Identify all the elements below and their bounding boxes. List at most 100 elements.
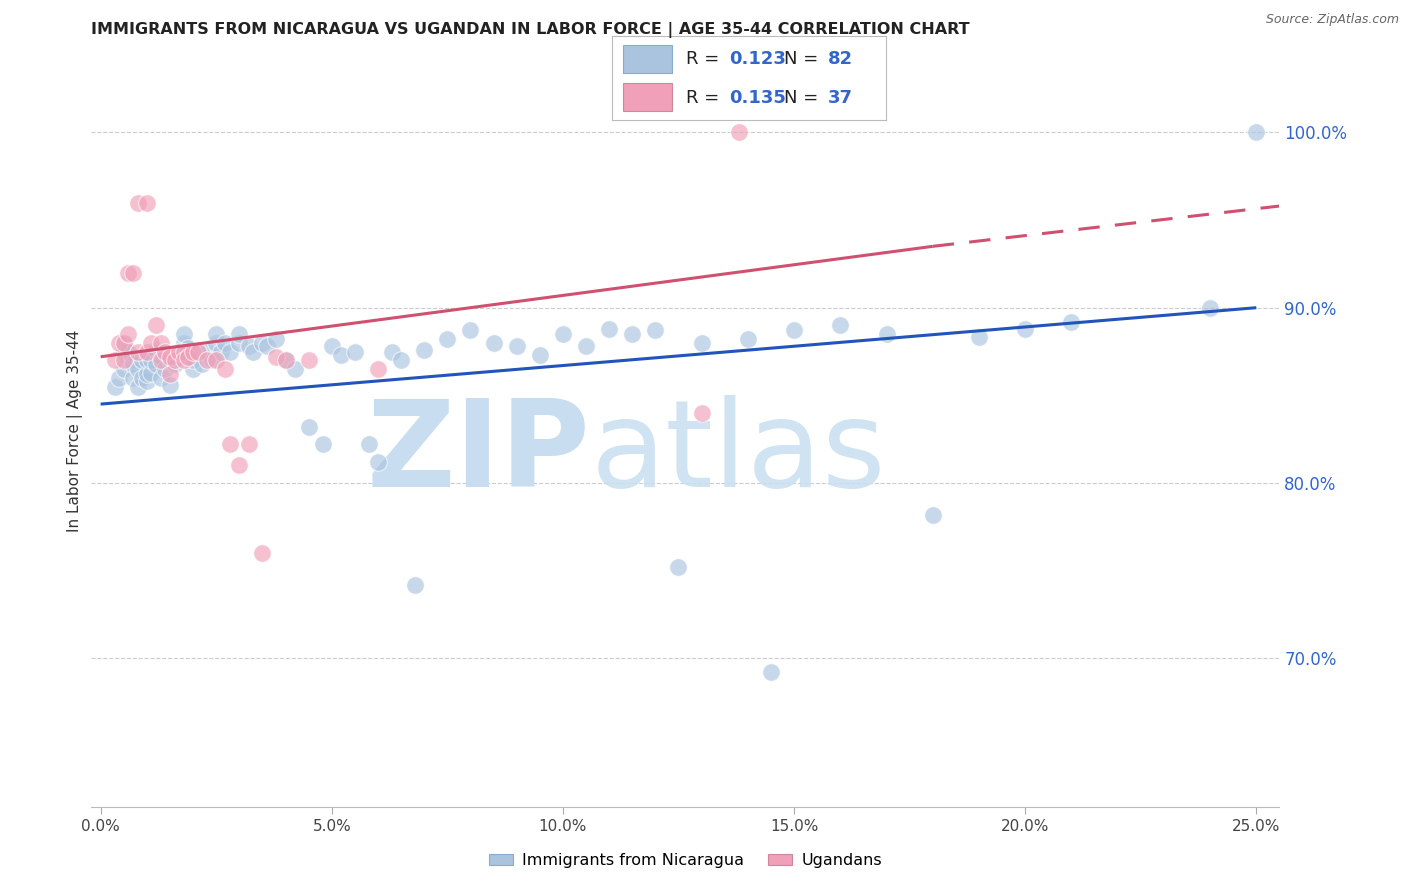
Point — [145, 343, 167, 357]
Point — [830, 318, 852, 333]
Point — [187, 344, 209, 359]
Point — [173, 353, 195, 368]
Point — [177, 350, 200, 364]
Point — [690, 335, 713, 350]
Point — [173, 335, 195, 350]
Point — [145, 318, 167, 333]
Point — [505, 339, 527, 353]
Point — [284, 362, 307, 376]
Point — [598, 322, 620, 336]
Point — [228, 326, 250, 341]
Point — [214, 335, 236, 350]
Point — [127, 362, 149, 376]
Point — [389, 353, 412, 368]
Point — [108, 371, 131, 385]
Point — [242, 344, 264, 359]
FancyBboxPatch shape — [623, 83, 672, 112]
Point — [219, 344, 242, 359]
Point — [1199, 301, 1222, 315]
Point — [112, 335, 135, 350]
Point — [876, 326, 898, 341]
Point — [108, 335, 131, 350]
Point — [298, 420, 321, 434]
Point — [145, 357, 167, 371]
Text: N =: N = — [785, 51, 818, 69]
Point — [690, 406, 713, 420]
Point — [159, 353, 181, 368]
Text: 37: 37 — [828, 88, 853, 106]
Point — [149, 371, 172, 385]
Point — [127, 195, 149, 210]
Point — [131, 353, 153, 368]
Point — [112, 362, 135, 376]
Point — [644, 323, 666, 337]
Point — [529, 348, 551, 362]
Point — [117, 266, 139, 280]
Text: Source: ZipAtlas.com: Source: ZipAtlas.com — [1265, 13, 1399, 27]
Point — [460, 323, 482, 337]
Text: atlas: atlas — [591, 394, 886, 511]
Point — [737, 332, 759, 346]
Point — [149, 350, 172, 364]
Point — [252, 546, 274, 560]
Point — [103, 353, 125, 368]
Point — [135, 344, 157, 359]
Point — [205, 353, 228, 368]
Legend: Immigrants from Nicaragua, Ugandans: Immigrants from Nicaragua, Ugandans — [482, 847, 889, 875]
Point — [159, 368, 181, 382]
Point — [135, 195, 157, 210]
Point — [112, 335, 135, 350]
Point — [238, 437, 260, 451]
Text: N =: N = — [785, 88, 818, 106]
Point — [135, 374, 157, 388]
Point — [219, 437, 242, 451]
Point — [141, 335, 163, 350]
Point — [117, 326, 139, 341]
Text: R =: R = — [686, 88, 718, 106]
Point — [191, 357, 214, 371]
Point — [131, 371, 153, 385]
Point — [149, 335, 172, 350]
Point — [181, 353, 204, 368]
Point — [381, 344, 404, 359]
Point — [256, 339, 278, 353]
Point — [228, 458, 250, 473]
Point — [298, 353, 321, 368]
Point — [112, 353, 135, 368]
Point — [205, 335, 228, 350]
Text: 82: 82 — [828, 51, 853, 69]
Point — [141, 353, 163, 368]
Point — [321, 339, 343, 353]
Point — [117, 344, 139, 359]
Text: ZIP: ZIP — [367, 394, 591, 511]
Point — [357, 437, 380, 451]
Point — [311, 437, 333, 451]
Point — [759, 665, 782, 680]
Point — [195, 344, 218, 359]
Point — [112, 344, 135, 359]
FancyBboxPatch shape — [623, 45, 672, 73]
Point — [266, 332, 288, 346]
Point — [181, 344, 204, 359]
Text: 0.123: 0.123 — [730, 51, 786, 69]
Point — [135, 353, 157, 368]
Point — [173, 344, 195, 359]
Point — [274, 353, 297, 368]
Point — [1060, 315, 1083, 329]
Point — [727, 125, 749, 139]
Point — [274, 353, 297, 368]
Point — [141, 366, 163, 380]
Point — [122, 371, 145, 385]
Point — [252, 335, 274, 350]
Point — [103, 379, 125, 393]
Text: R =: R = — [686, 51, 718, 69]
Point — [551, 326, 574, 341]
Point — [177, 341, 200, 355]
Point — [436, 332, 458, 346]
Point — [228, 335, 250, 350]
Y-axis label: In Labor Force | Age 35-44: In Labor Force | Age 35-44 — [67, 329, 83, 532]
Point — [149, 353, 172, 368]
Point — [343, 344, 366, 359]
Point — [967, 330, 990, 344]
Point — [117, 353, 139, 368]
